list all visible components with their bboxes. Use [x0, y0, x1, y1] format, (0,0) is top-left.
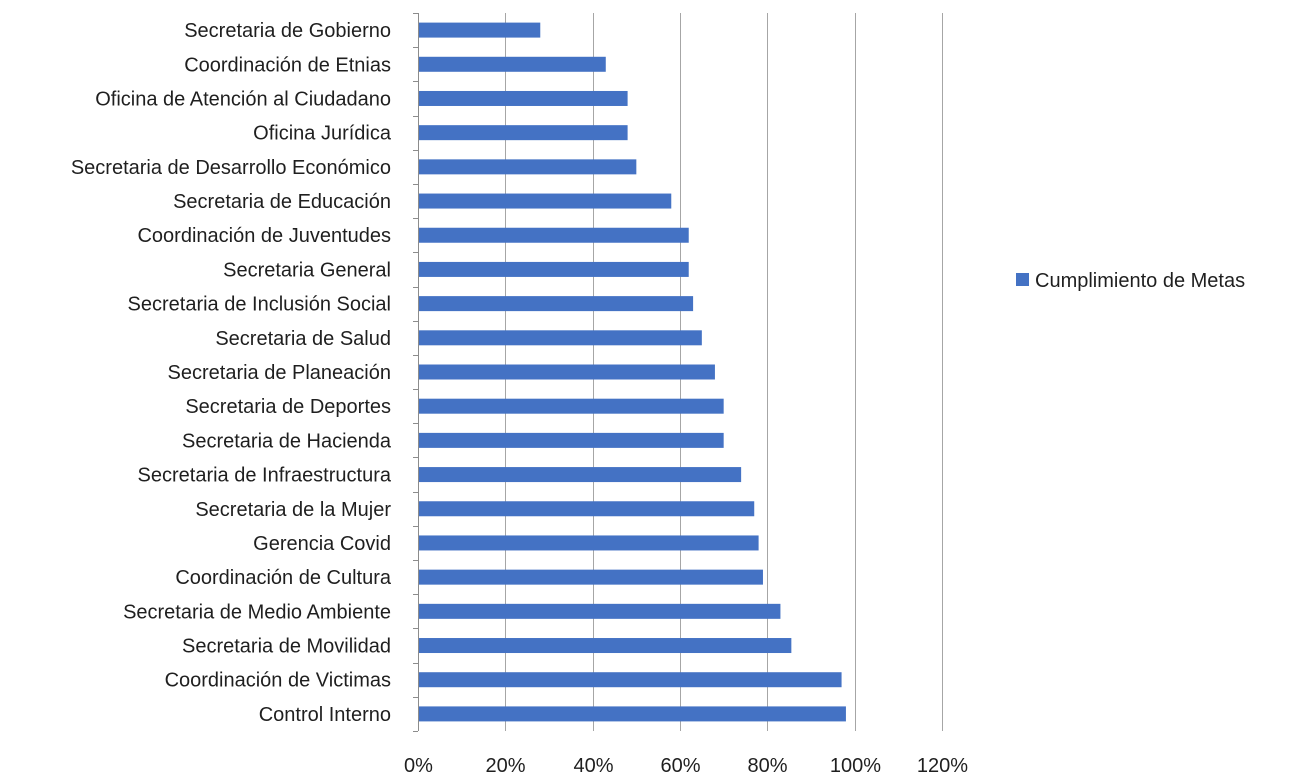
bar [419, 569, 763, 585]
category-label: Secretaria de Hacienda [182, 430, 392, 452]
category-label: Secretaria de Educación [173, 191, 391, 213]
category-label: Coordinación de Victimas [165, 670, 391, 692]
x-tick-label: 80% [747, 755, 787, 775]
bar [419, 501, 755, 517]
category-label: Secretaria de Movilidad [182, 636, 391, 658]
category-label: Oficina Jurídica [253, 123, 392, 145]
category-label: Coordinación de Juventudes [137, 225, 391, 247]
legend-swatch [1016, 273, 1029, 286]
category-label: Oficina de Atención al Ciudadano [95, 88, 391, 110]
x-tick-label: 60% [660, 755, 700, 775]
category-label: Secretaria de Deportes [185, 396, 391, 418]
bar [419, 364, 715, 380]
bar [419, 261, 689, 277]
category-label: Secretaria de Planeación [168, 362, 391, 384]
bar [419, 227, 689, 243]
bar [419, 159, 637, 175]
bar [419, 638, 792, 654]
bar [419, 535, 759, 551]
x-tick-label: 0% [404, 755, 433, 775]
category-label: Secretaria de Salud [215, 328, 391, 350]
x-tick-label: 100% [830, 755, 881, 775]
x-tick-label: 20% [485, 755, 525, 775]
legend: Cumplimiento de Metas [1016, 270, 1245, 292]
x-tick-label: 40% [573, 755, 613, 775]
bar [419, 672, 842, 688]
bar [419, 22, 541, 38]
bar [419, 398, 724, 414]
category-label: Secretaria de Gobierno [184, 20, 391, 42]
category-label: Secretaria de Medio Ambiente [123, 601, 391, 623]
x-tick-labels: 0% 20% 40% 60% 80% 100% 120% [404, 755, 968, 775]
category-label: Secretaria de Infraestructura [138, 465, 392, 487]
bar [419, 330, 702, 346]
legend-label: Cumplimiento de Metas [1035, 270, 1245, 292]
category-label: Secretaria de Inclusión Social [128, 294, 391, 316]
category-axis [413, 13, 419, 732]
x-tick-label: 120% [917, 755, 968, 775]
bar [419, 603, 781, 619]
category-label: Control Interno [259, 704, 391, 726]
bar [419, 193, 672, 209]
bar [419, 706, 846, 722]
category-label: Secretaria de Desarrollo Económico [71, 157, 391, 179]
bar [419, 56, 606, 72]
bar [419, 432, 724, 448]
category-label: Secretaria General [223, 259, 391, 281]
category-label: Secretaria de la Mujer [195, 499, 391, 521]
bar [419, 125, 628, 141]
bar [419, 90, 628, 106]
category-label: Gerencia Covid [253, 533, 391, 555]
bar [419, 467, 742, 483]
bar [419, 296, 694, 312]
category-label: Coordinación de Cultura [175, 567, 392, 589]
category-labels: Secretaria de Gobierno Coordinación de Et… [71, 20, 392, 726]
bars [419, 22, 846, 722]
category-label: Coordinación de Etnias [184, 54, 391, 76]
